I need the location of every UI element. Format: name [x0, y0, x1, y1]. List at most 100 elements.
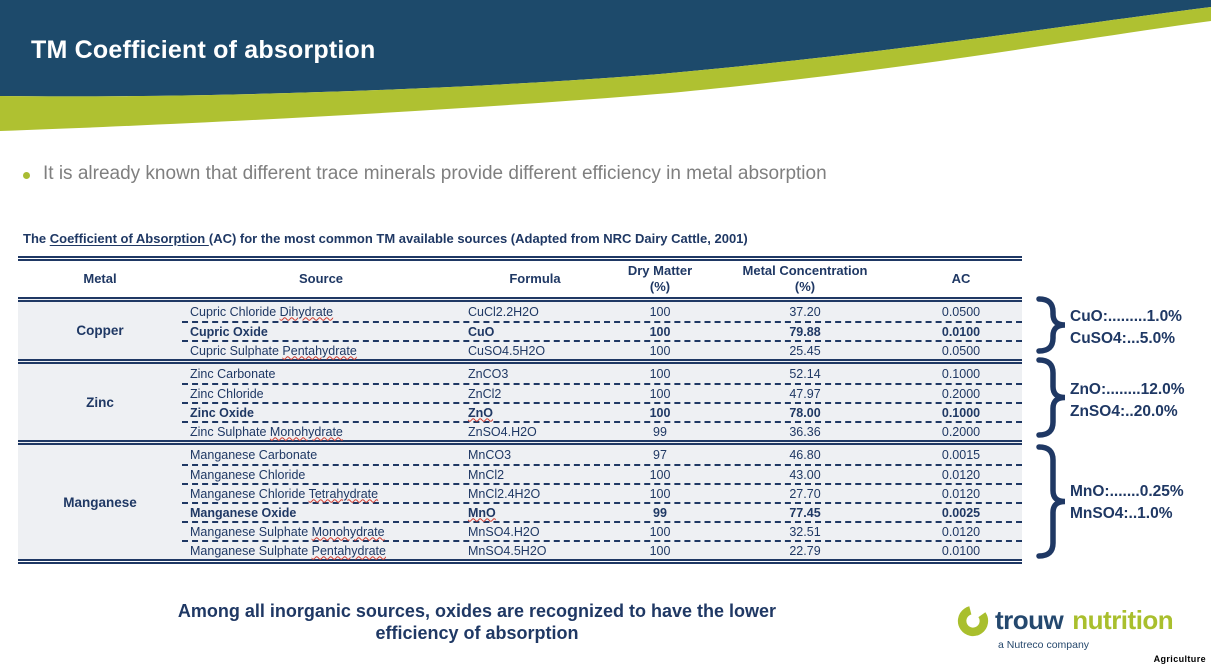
conclusion-line-2: efficiency of absorption: [375, 623, 579, 643]
brace-icon-manganese: [1036, 444, 1066, 559]
table-row: Cupric Chloride Dihydrate CuCl2.2H2O 100 37…: [182, 302, 1022, 321]
inclusion-rate-label-manganese: MnO:.......0.25% MnSO4:..1.0%: [1070, 481, 1184, 525]
brace-icon-zinc: [1036, 357, 1066, 438]
cell-dry-matter: 99: [653, 424, 667, 439]
metal-group-manganese: Manganese Manganese Carbonate MnCO3 97 46.80…: [18, 440, 1022, 559]
cell-dry-matter: 100: [649, 405, 671, 420]
bullet-icon: [23, 172, 30, 179]
cell-ac: 0.0015: [941, 447, 981, 462]
cell-ac: 0.1000: [941, 366, 981, 381]
cell-formula: MnSO4.H2O: [468, 524, 540, 539]
caption-prefix: The: [23, 231, 50, 246]
table-body: Copper Cupric Chloride Dihydrate CuCl2.2H2…: [18, 297, 1022, 559]
header-band: [0, 0, 1211, 131]
cell-dry-matter: 100: [649, 467, 671, 482]
cell-metal-concentration: 79.88: [789, 324, 821, 339]
table-row: Manganese Sulphate Pentahydrate MnSO4.5H2…: [182, 540, 1022, 559]
inclusion-rate-line: CuO:.........1.0%: [1070, 308, 1182, 325]
column-header: AC: [951, 270, 971, 286]
cell-source: Zinc Carbonate: [190, 366, 276, 381]
cell-source: Manganese Carbonate: [190, 447, 318, 462]
column-header: Metal Concentration (%): [742, 262, 868, 294]
cell-source: Manganese Oxide: [190, 505, 297, 520]
cell-dry-matter: 100: [649, 386, 671, 401]
cell-metal-concentration: 27.70: [789, 486, 821, 501]
cell-metal-concentration: 47.97: [789, 386, 821, 401]
bullet-text: It is already known that different trace…: [43, 163, 827, 184]
column-header: Dry Matter (%): [627, 262, 693, 294]
cell-formula: ZnCO3: [468, 366, 509, 381]
cell-source: Cupric Oxide: [190, 324, 268, 339]
cell-dry-matter: 100: [649, 543, 671, 558]
cell-dry-matter: 100: [649, 343, 671, 358]
metal-group-copper: Copper Cupric Chloride Dihydrate CuCl2.2H2…: [18, 297, 1022, 359]
cell-metal-concentration: 36.36: [789, 424, 821, 439]
cell-source: Cupric Chloride Dihydrate: [190, 304, 334, 319]
inclusion-rate-line: ZnSO4:..20.0%: [1070, 403, 1178, 420]
brace-icon-copper: [1036, 296, 1066, 354]
page-title: TM Coefficient of absorption: [31, 36, 376, 64]
watermark-text: Agriculture: [1153, 654, 1206, 664]
table-row: Cupric Oxide CuO 100 79.88 0.0100: [182, 321, 1022, 340]
cell-ac: 0.0100: [941, 324, 981, 339]
caption-suffix: (AC) for the most common TM available so…: [208, 231, 748, 246]
logo-wordmark-trouw: trouw: [995, 604, 1064, 635]
cell-dry-matter: 97: [653, 447, 667, 462]
inclusion-rate-line: CuSO4:...5.0%: [1070, 330, 1176, 347]
trouw-nutrition-logo: trouw nutrition a Nutreco company: [956, 603, 1174, 651]
cell-metal-concentration: 22.79: [789, 543, 821, 558]
table-row: Manganese Sulphate Monohydrate MnSO4.H2O 1…: [182, 521, 1022, 540]
cell-formula: ZnCl2: [468, 386, 502, 401]
cell-source: Zinc Sulphate Monohydrate: [190, 424, 343, 439]
metal-name: Manganese: [63, 494, 137, 510]
cell-source: Manganese Sulphate Pentahydrate: [190, 543, 386, 558]
metal-name: Copper: [76, 323, 124, 338]
cell-source: Manganese Chloride: [190, 467, 306, 482]
cell-dry-matter: 100: [649, 524, 671, 539]
cell-formula: ZnSO4.H2O: [468, 424, 537, 439]
cell-ac: 0.1000: [941, 405, 981, 420]
table-row: Manganese Oxide MnO 99 77.45 0.0025: [182, 502, 1022, 521]
navy-swoosh: [0, 0, 1211, 97]
logo-wordmark-nutrition: nutrition: [1072, 604, 1174, 635]
green-swoosh: [0, 7, 1211, 131]
cell-formula: CuSO4.5H2O: [468, 343, 546, 358]
inclusion-rate-line: MnO:.......0.25%: [1070, 483, 1184, 500]
inclusion-rate-label-copper: CuO:.........1.0% CuSO4:...5.0%: [1070, 306, 1182, 350]
cell-formula: MnCO3: [468, 447, 512, 462]
conclusion-text: Among all inorganic sources, oxides are …: [92, 600, 862, 644]
cell-formula: MnO: [468, 505, 496, 520]
cell-source: Cupric Sulphate Pentahydrate: [190, 343, 357, 358]
inclusion-rate-line: MnSO4:..1.0%: [1070, 505, 1173, 522]
cell-dry-matter: 100: [649, 366, 671, 381]
table-row: Zinc Sulphate Monohydrate ZnSO4.H2O 99 36.3…: [182, 421, 1022, 440]
cell-ac: 0.0120: [941, 467, 981, 482]
table-row: Zinc Chloride ZnCl2 100 47.97 0.2000: [182, 383, 1022, 402]
cell-ac: 0.0100: [941, 543, 981, 558]
cell-ac: 0.0500: [941, 304, 981, 319]
cell-dry-matter: 100: [649, 324, 671, 339]
cell-metal-concentration: 46.80: [789, 447, 821, 462]
cell-metal-concentration: 78.00: [789, 405, 821, 420]
cell-formula: CuCl2.2H2O: [468, 304, 539, 319]
table-row: Cupric Sulphate Pentahydrate CuSO4.5H2O 10…: [182, 340, 1022, 359]
cell-dry-matter: 100: [649, 486, 671, 501]
cell-metal-concentration: 43.00: [789, 467, 821, 482]
inclusion-rate-line: ZnO:........12.0%: [1070, 381, 1185, 398]
absorption-table: Metal Source Formula Dry Matter (%) Metal Con…: [18, 256, 1022, 564]
cell-source: Zinc Chloride: [190, 386, 264, 401]
column-header: Formula: [509, 270, 561, 286]
logo-tagline: a Nutreco company: [998, 639, 1090, 651]
cell-dry-matter: 100: [649, 304, 671, 319]
cell-dry-matter: 99: [653, 505, 667, 520]
table-row: Zinc Oxide ZnO 100 78.00 0.1000: [182, 402, 1022, 421]
cell-metal-concentration: 52.14: [789, 366, 821, 381]
cell-formula: MnCl2: [468, 467, 505, 482]
cell-source: Zinc Oxide: [190, 405, 254, 420]
column-header: Source: [298, 270, 344, 286]
trouw-logo-swirl-icon: [957, 605, 989, 637]
metal-group-zinc: Zinc Zinc Carbonate ZnCO3 100 52.14 0.1000 Zin…: [18, 359, 1022, 440]
cell-ac: 0.0120: [941, 524, 981, 539]
cell-ac: 0.0120: [941, 486, 981, 501]
